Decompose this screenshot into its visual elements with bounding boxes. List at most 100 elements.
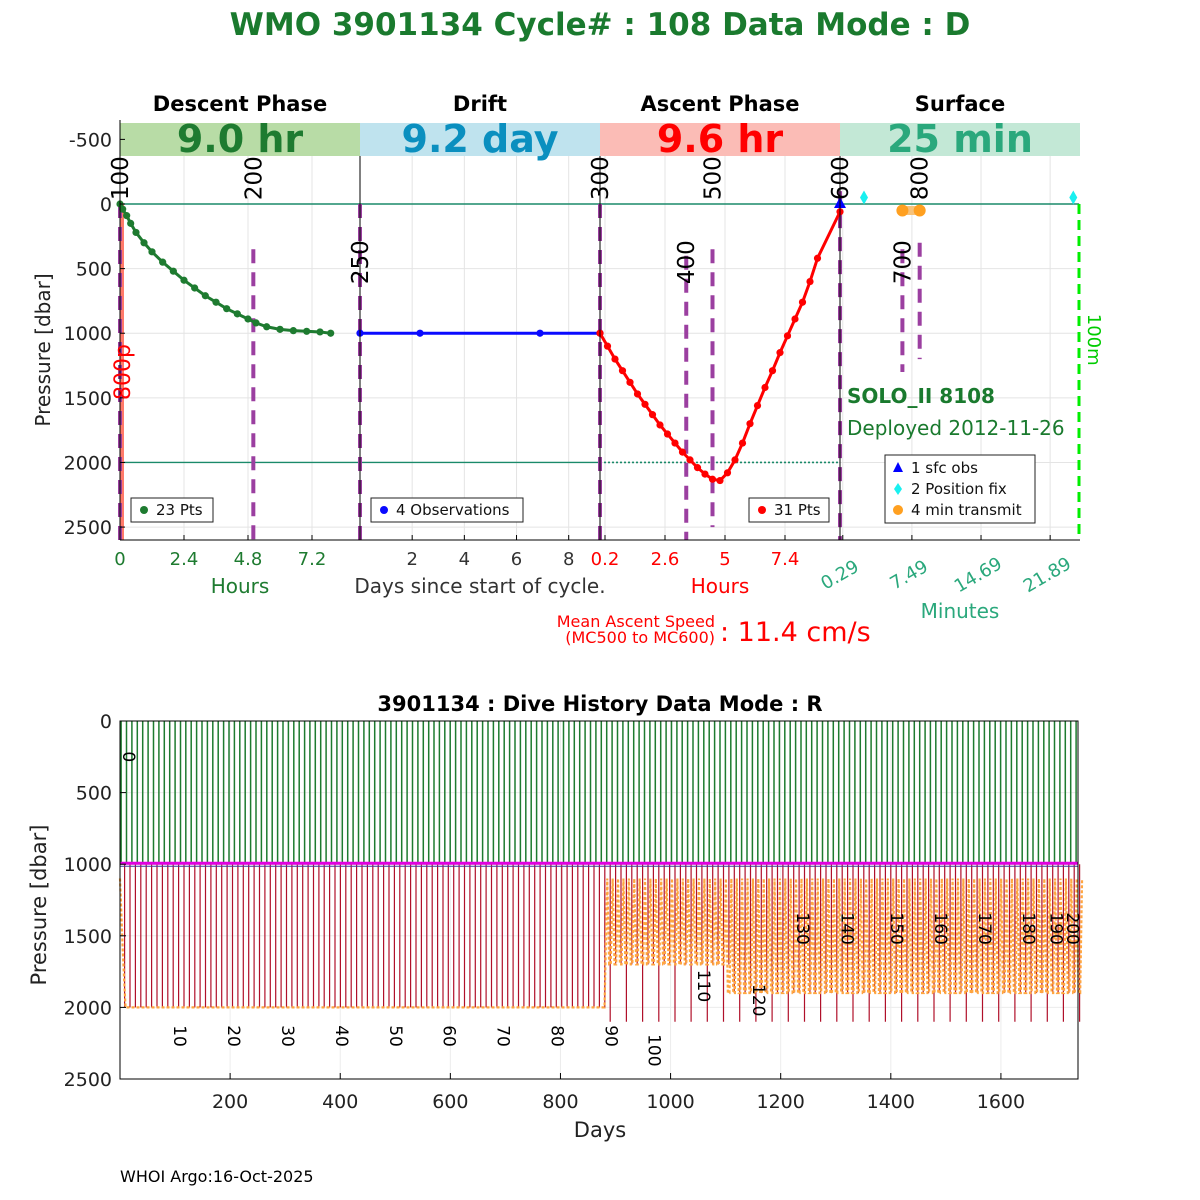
- descent-point: [327, 329, 335, 337]
- position-fix-point: [860, 190, 868, 205]
- ascent-point: [626, 378, 634, 386]
- dive-history-chart: 3901134 : Dive History Data Mode : R 0 10 2…: [27, 692, 1084, 1142]
- descent-point: [119, 205, 127, 213]
- x-tick-label: 4.8: [234, 549, 263, 570]
- y-tick-label: 0: [100, 711, 112, 733]
- x-tick-label: 8: [563, 549, 574, 570]
- surface-legend-label: 2 Position fix: [911, 480, 1007, 498]
- mc-marker-label: 400: [674, 240, 700, 284]
- descent-point: [223, 305, 231, 313]
- cycle-label: 40: [331, 1025, 351, 1047]
- cycle-label: 140: [836, 912, 856, 944]
- transmit-point: [896, 204, 909, 217]
- cycle-label: 80: [547, 1025, 567, 1047]
- ascent-point: [708, 475, 717, 483]
- cycle-label: 20: [223, 1025, 243, 1047]
- y-axis-label: Pressure [dbar]: [31, 273, 55, 426]
- surface-legend-label: 1 sfc obs: [911, 459, 978, 477]
- descent-point: [252, 319, 260, 327]
- phase-title: Descent Phase: [153, 92, 327, 116]
- phase-banner-bg: [360, 123, 600, 156]
- ascent-point: [813, 254, 822, 262]
- surface-legend-box: [884, 454, 1036, 524]
- x-tick-label: 6: [511, 549, 522, 570]
- phase-duration: 25 min: [887, 117, 1033, 161]
- descent-point: [127, 219, 135, 227]
- y-tick-label: 500: [76, 783, 112, 805]
- history-axes-frame: [119, 720, 1079, 1080]
- cycle-label: 170: [974, 912, 994, 944]
- phase-duration: 9.0 hr: [177, 117, 304, 161]
- figure-title: WMO 3901134 Cycle# : 108 Data Mode : D: [230, 7, 971, 43]
- legend-marker: [893, 505, 903, 515]
- ascent-point: [656, 421, 664, 429]
- ascent-point: [746, 420, 754, 428]
- cycle-label: 30: [277, 1025, 297, 1047]
- x-tick-label: 2.4: [170, 549, 199, 570]
- descent-point: [180, 276, 188, 284]
- legend-label: 4 Observations: [396, 501, 510, 519]
- y-axis-label: Pressure [dbar]: [27, 825, 51, 986]
- phase-banner-bg: [120, 123, 360, 156]
- descent-point: [276, 325, 284, 333]
- descent-point: [123, 212, 131, 220]
- drift-point: [536, 329, 544, 337]
- ascent-point: [753, 402, 762, 410]
- cycle-label: 150: [886, 912, 906, 944]
- x-tick-label: 400: [322, 1091, 358, 1113]
- y-tick-label: 2000: [64, 997, 112, 1019]
- x-tick-label: 7.2: [298, 549, 327, 570]
- position-fix-point: [1069, 190, 1078, 205]
- ascent-point: [693, 464, 702, 472]
- left-side-label: 800p: [111, 344, 136, 400]
- ascent-point: [678, 448, 687, 456]
- x-tick-label: 800: [542, 1091, 578, 1113]
- ascent-point: [768, 367, 777, 375]
- descent-point: [140, 239, 148, 247]
- y-tick-label: 2500: [64, 1069, 112, 1091]
- cycle-label: 70: [493, 1025, 513, 1047]
- x-tick-label: 200: [212, 1091, 248, 1113]
- ascent-point: [701, 470, 709, 478]
- mc-marker-label: 200: [241, 156, 267, 200]
- y-tick-label: -500: [69, 129, 112, 151]
- legend-marker: [758, 506, 766, 514]
- history-title: 3901134 : Dive History Data Mode : R: [377, 692, 822, 716]
- mc-marker-label: 100: [108, 156, 134, 200]
- descent-point: [169, 267, 177, 275]
- ascent-point: [776, 349, 784, 357]
- cycle-label: 60: [439, 1025, 459, 1047]
- x-tick-label: 1000: [646, 1091, 694, 1113]
- descent-point: [212, 298, 220, 306]
- descent-point: [316, 328, 324, 336]
- float-deployed: Deployed 2012-11-26: [847, 416, 1065, 440]
- x-tick-label: 600: [432, 1091, 468, 1113]
- phase-title: Drift: [453, 92, 507, 116]
- cycle-label: 50: [385, 1025, 405, 1047]
- y-tick-label: 2500: [64, 517, 112, 539]
- x-axis-label: Days: [574, 1118, 626, 1142]
- legend-marker: [894, 483, 902, 495]
- cycle-label: 90: [601, 1025, 621, 1047]
- legend-marker: [140, 506, 148, 514]
- transmit-point: [913, 204, 926, 217]
- ascent-point: [648, 411, 657, 419]
- ascent-point: [686, 456, 694, 464]
- descent-point: [191, 284, 199, 292]
- mc-marker-label: 600: [828, 156, 854, 200]
- footer-credit: WHOI Argo:16-Oct-2025: [120, 1167, 314, 1186]
- x-tick-label: 0.29: [817, 556, 862, 594]
- ascent-point: [723, 469, 732, 477]
- mc-marker-label: 300: [588, 156, 614, 200]
- x-tick-label: 7.49: [887, 556, 932, 594]
- y-tick-label: 500: [76, 259, 112, 281]
- descent-point: [233, 310, 241, 318]
- mc-marker-label: 800: [908, 156, 934, 200]
- y-tick-label: 0: [100, 194, 112, 216]
- ascent-point: [798, 298, 807, 306]
- ascent-point: [641, 400, 649, 408]
- legend-box: [370, 497, 524, 523]
- legend-marker: [380, 506, 388, 514]
- ascent-point: [618, 367, 627, 375]
- descent-point: [132, 228, 140, 237]
